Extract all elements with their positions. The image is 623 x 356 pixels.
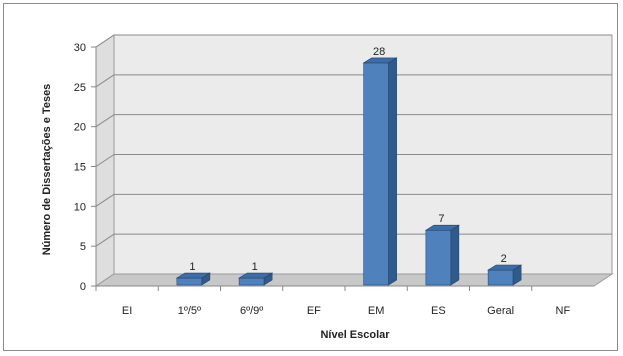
bar-side xyxy=(388,57,397,286)
bar-top xyxy=(362,57,398,64)
bar-front xyxy=(487,269,514,286)
bar-top xyxy=(424,224,460,231)
y-tick-label: 10 xyxy=(74,201,86,213)
bar-front xyxy=(238,277,265,286)
data-label: 28 xyxy=(373,46,385,58)
data-label: 2 xyxy=(501,253,507,265)
y-axis-ticks: 0 5 10 15 20 25 30 xyxy=(74,42,96,293)
y-tick-label: 5 xyxy=(80,241,86,253)
y-tick-label: 25 xyxy=(74,82,86,94)
x-axis-ticks: EI 1º/5º 6º/9º EF EM ES Geral NF xyxy=(95,286,571,317)
gridline-side xyxy=(95,193,115,207)
y-tick-label: 15 xyxy=(74,162,86,174)
bar-side xyxy=(450,224,460,286)
x-tick-label: 6º/9º xyxy=(240,305,263,317)
chart-gridlines xyxy=(95,34,612,247)
bar-front xyxy=(363,62,389,286)
x-tick-label: EM xyxy=(368,305,385,317)
data-label: 1 xyxy=(189,261,195,273)
x-tick-label: EF xyxy=(307,305,321,317)
gridline-side xyxy=(95,74,115,88)
chart-frame: 0 5 10 15 20 25 30 EI 1º/5º 6º/9º EF EM ES Geral NF 1… xyxy=(3,3,618,351)
floor xyxy=(94,273,614,287)
chart-bars xyxy=(175,57,523,286)
data-labels: 1 1 28 7 2 xyxy=(189,46,506,273)
bar xyxy=(362,57,398,286)
bar xyxy=(424,224,460,286)
y-axis-title: Número de Dissertações e Teses xyxy=(41,84,53,256)
bar-front xyxy=(425,229,452,286)
gridline-side xyxy=(95,34,115,48)
x-tick-label: NF xyxy=(556,305,571,317)
y-tick-label: 20 xyxy=(74,122,86,134)
gridline-side xyxy=(95,114,115,128)
data-label: 1 xyxy=(252,261,258,273)
bar xyxy=(487,264,523,286)
x-axis-title: Nível Escolar xyxy=(320,329,390,341)
x-tick-label: 1º/5º xyxy=(178,305,201,317)
y-tick-label: 0 xyxy=(80,281,86,293)
data-label: 7 xyxy=(438,213,444,225)
y-tick-label: 30 xyxy=(74,42,86,54)
gridline-side xyxy=(95,154,115,167)
gridline-side xyxy=(95,233,115,247)
bar xyxy=(238,272,274,286)
bar-front xyxy=(176,277,203,286)
x-tick-label: EI xyxy=(122,305,132,317)
bar-top xyxy=(175,272,211,279)
bar-top xyxy=(487,264,523,271)
bar xyxy=(175,272,211,286)
chart-back-wall xyxy=(95,34,613,287)
x-tick-label: Geral xyxy=(487,305,514,317)
bar-chart: 0 5 10 15 20 25 30 EI 1º/5º 6º/9º EF EM ES Geral NF 1… xyxy=(41,34,614,341)
bar-top xyxy=(238,272,274,279)
x-tick-label: ES xyxy=(431,305,446,317)
